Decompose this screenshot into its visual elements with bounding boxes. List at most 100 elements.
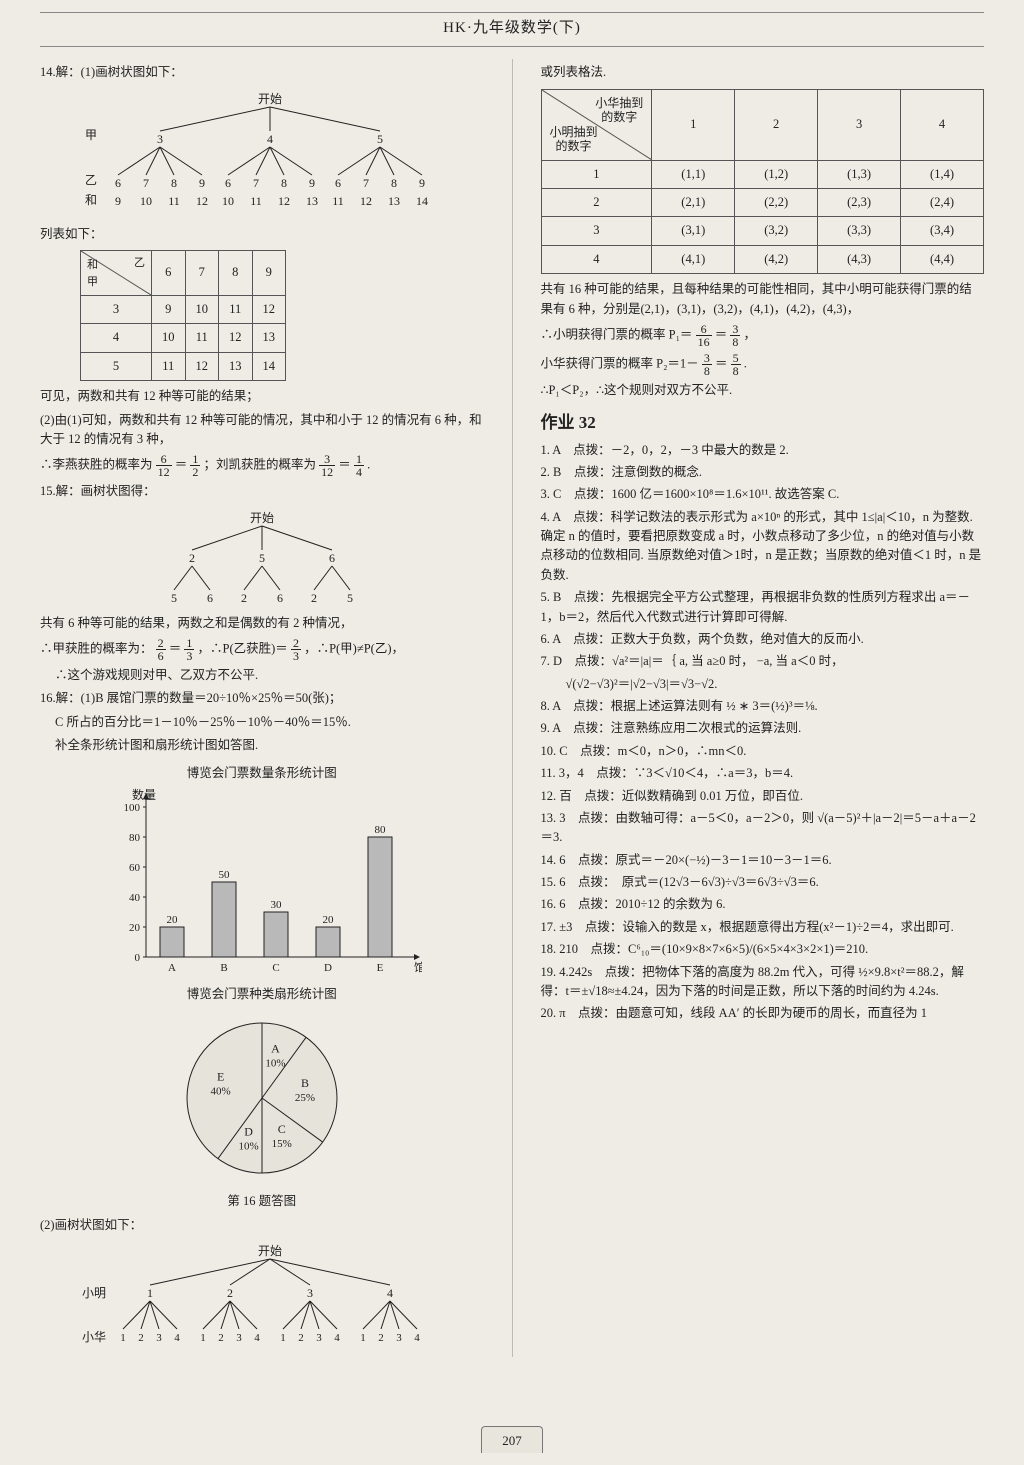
bar-chart-title: 博览会门票数量条形统计图 (40, 764, 484, 783)
svg-text:11: 11 (168, 194, 180, 208)
svg-text:2: 2 (227, 1286, 233, 1300)
svg-text:7: 7 (253, 176, 259, 190)
q15-p3: ∴这个游戏规则对甲、乙双方不公平. (40, 666, 484, 685)
hw-item: 20. π 点拨：由题意可知，线段 AA′ 的长即为硬币的周长，而直径为 1 (541, 1004, 985, 1023)
svg-text:30: 30 (270, 899, 282, 911)
svg-text:小明: 小明 (82, 1286, 106, 1300)
svg-text:C: C (277, 1122, 285, 1136)
q14-p1: 可见，两数和共有 12 种等可能的结果； (40, 387, 484, 406)
q14-p3-pre: ∴李燕获胜的概率为 (40, 458, 153, 472)
hw-item: 17. ±3 点拨：设输入的数是 x，根据题意得出方程(x²－1)÷2＝4，求出… (541, 918, 985, 937)
page-footer: 207 (0, 1426, 1024, 1453)
svg-text:3: 3 (396, 1332, 402, 1344)
right-table: 小华抽到的数字小明抽到的数字12341(1,1)(1,2)(1,3)(1,4)2… (541, 89, 985, 275)
svg-text:12: 12 (360, 194, 372, 208)
svg-text:5: 5 (347, 591, 353, 605)
q14-p3: ∴李燕获胜的概率为 612 ＝ 12 ；刘凯获胜的概率为 312 ＝ 14 . (40, 453, 484, 478)
svg-text:1: 1 (280, 1332, 286, 1344)
q16-l1: 16.解：(1)B 展馆门票的数量＝20÷10％×25％＝50(张)； (40, 689, 484, 708)
hw-item: 16. 6 点拨：2010÷12 的余数为 6. (541, 895, 985, 914)
svg-text:10: 10 (222, 194, 234, 208)
svg-text:馆名: 馆名 (414, 960, 422, 974)
q15-tree: 开始256526625 (40, 508, 484, 608)
svg-text:9: 9 (309, 176, 315, 190)
svg-text:2: 2 (138, 1332, 144, 1344)
svg-text:11: 11 (332, 194, 344, 208)
svg-text:0: 0 (134, 952, 140, 964)
svg-text:15%: 15% (271, 1138, 291, 1150)
svg-text:3: 3 (307, 1286, 313, 1300)
q14-table: 乙和甲678939101112410111213511121314 (80, 250, 286, 381)
q15-p1: 共有 6 种等可能的结果，两数之和是偶数的有 2 种情况， (40, 614, 484, 633)
q15-lead: 15.解：画树状图得： (40, 482, 484, 501)
page-header: HK·九年级数学(下) (40, 17, 984, 40)
svg-text:小华: 小华 (82, 1330, 106, 1344)
svg-text:40: 40 (129, 892, 141, 904)
hw-item: 8. A 点拨：根据上述运算法则有 ½ ∗ 3＝(½)³＝⅛. (541, 697, 985, 716)
q14-list-intro: 列表如下： (40, 225, 484, 244)
svg-text:20: 20 (322, 914, 334, 926)
svg-text:4: 4 (334, 1332, 340, 1344)
svg-text:7: 7 (143, 176, 149, 190)
svg-text:D: D (324, 962, 332, 974)
svg-text:2: 2 (218, 1332, 224, 1344)
r-p2: ∴小明获得门票的概率 P₁＝ 616 ＝ 38 ， (541, 323, 985, 348)
hw-item: 15. 6 点拨： 原式＝(12√3－6√3)÷√3＝6√3÷√3＝6. (541, 873, 985, 892)
svg-text:3: 3 (316, 1332, 322, 1344)
svg-text:12: 12 (278, 194, 290, 208)
svg-text:50: 50 (218, 869, 230, 881)
hw-item: 19. 4.242s 点拨：把物体下落的高度为 88.2m 代入，可得 ½×9.… (541, 963, 985, 1002)
svg-text:12: 12 (196, 194, 208, 208)
svg-text:11: 11 (250, 194, 262, 208)
svg-text:5: 5 (259, 551, 265, 565)
page-number: 207 (481, 1426, 543, 1453)
svg-text:80: 80 (374, 824, 386, 836)
r-p4: ∴P₁＜P₂，∴这个规则对双方不公平. (541, 381, 985, 400)
svg-text:5: 5 (171, 591, 177, 605)
q16-l3: 补全条形统计图和扇形统计图如答图. (40, 736, 484, 755)
q15-p2: ∴甲获胜的概率为： 26 ＝ 13 ，∴P(乙获胜)＝ 23 ，∴P(甲)≠P(… (40, 637, 484, 662)
q16-pie-chart: 博览会门票种类扇形统计图 A10%B25%C15%D10%E40% 第 16 题… (40, 985, 484, 1212)
q14-lead: 14.解：(1)画树状图如下： (40, 63, 484, 82)
pie-chart-title: 博览会门票种类扇形统计图 (40, 985, 484, 1004)
svg-text:乙: 乙 (85, 173, 97, 187)
hw-item: 5. B 点拨：先根据完全平方公式整理，再根据非负数的性质列方程求出 a＝－1，… (541, 588, 985, 627)
hw-item: 9. A 点拨：注意熟练应用二次根式的运算法则. (541, 719, 985, 738)
svg-text:2: 2 (189, 551, 195, 565)
hw-item: 3. C 点拨：1600 亿＝1600×10⁸＝1.6×10¹¹. 故选答案 C… (541, 485, 985, 504)
svg-text:20: 20 (129, 922, 141, 934)
svg-text:10: 10 (140, 194, 152, 208)
svg-text:开始: 开始 (258, 92, 282, 106)
r-p1: 共有 16 种可能的结果，且每种结果的可能性相同，其中小明可能获得门票的结果有 … (541, 280, 985, 319)
hw-item: 7. D 点拨：√a²＝|a|＝｛ a, 当 a≥0 时， −a, 当 a＜0 … (541, 652, 985, 671)
svg-text:B: B (301, 1076, 309, 1090)
q16-bar-chart: 博览会门票数量条形统计图 数量02040608010020A50B30C20D8… (40, 764, 484, 977)
svg-text:6: 6 (225, 176, 231, 190)
svg-text:C: C (272, 962, 279, 974)
r-p3: 小华获得门票的概率 P₂＝1－ 38 ＝ 58 . (541, 352, 985, 377)
svg-text:甲: 甲 (85, 128, 97, 142)
svg-text:9: 9 (115, 194, 121, 208)
homework-title: 作业 32 (541, 410, 985, 436)
svg-text:2: 2 (311, 591, 317, 605)
svg-text:开始: 开始 (250, 511, 274, 525)
svg-text:E: E (376, 962, 383, 974)
svg-text:2: 2 (378, 1332, 384, 1344)
svg-text:6: 6 (329, 551, 335, 565)
svg-text:1: 1 (360, 1332, 366, 1344)
svg-text:4: 4 (414, 1332, 420, 1344)
svg-text:3: 3 (236, 1332, 242, 1344)
svg-text:13: 13 (388, 194, 400, 208)
hw-item: 4. A 点拨：科学记数法的表示形式为 a×10ⁿ 的形式，其中 1≤|a|＜1… (541, 508, 985, 586)
svg-text:1: 1 (120, 1332, 126, 1344)
svg-text:8: 8 (281, 176, 287, 190)
svg-text:100: 100 (123, 802, 140, 814)
q16-caption: 第 16 题答图 (40, 1192, 484, 1211)
svg-text:60: 60 (129, 862, 141, 874)
svg-text:6: 6 (335, 176, 341, 190)
hw-item: 13. 3 点拨：由数轴可得：a－5＜0，a－2＞0，则 √(a－5)²＋|a－… (541, 809, 985, 848)
q16-p2: (2)画树状图如下： (40, 1216, 484, 1235)
q14-p2: (2)由(1)可知，两数和共有 12 种等可能的情况，其中和小于 12 的情况有… (40, 411, 484, 450)
svg-text:D: D (244, 1125, 253, 1139)
svg-text:6: 6 (115, 176, 121, 190)
